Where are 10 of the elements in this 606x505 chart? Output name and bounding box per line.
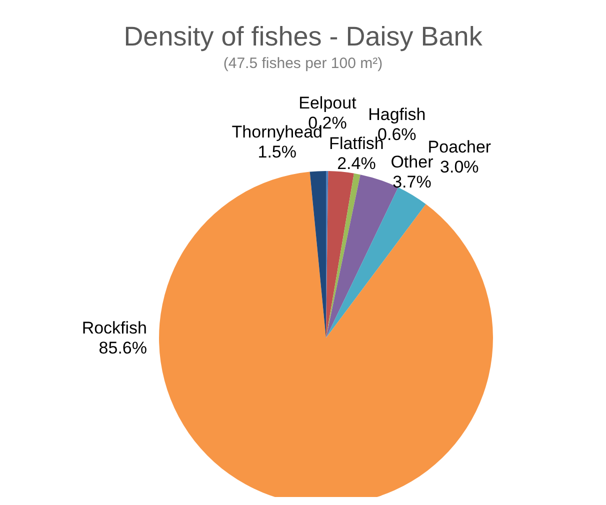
data-label: 3.7% (392, 172, 432, 192)
chart-title: Density of fishes - Daisy Bank (124, 22, 483, 52)
slice-label: Hagfish (368, 104, 426, 124)
data-label: 3.0% (440, 157, 479, 176)
data-label: 85.6% (98, 338, 147, 358)
data-label: 1.5% (258, 142, 297, 162)
data-label: 2.4% (337, 154, 376, 173)
slice-label: Rockfish (82, 318, 147, 338)
slice-label: Eelpout (298, 94, 357, 113)
chart-subtitle: (47.5 fishes per 100 m²) (223, 55, 383, 72)
